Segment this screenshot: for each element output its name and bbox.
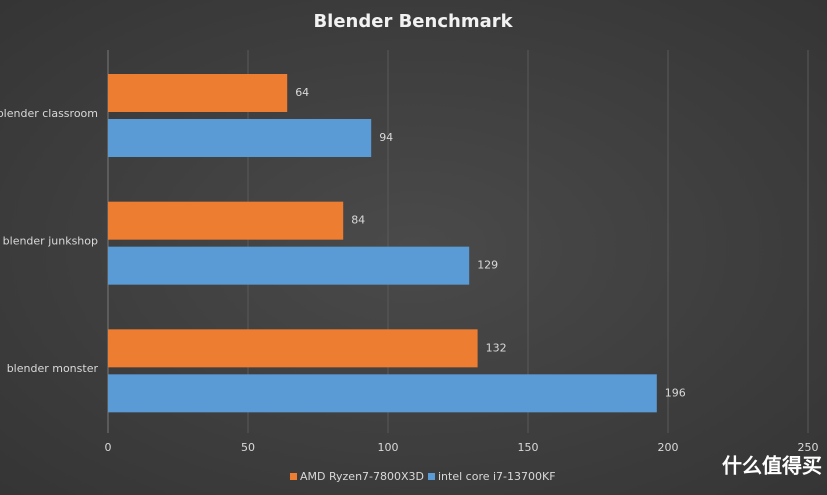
bar	[108, 374, 657, 413]
x-tick-label: 200	[658, 441, 679, 454]
bar	[108, 74, 288, 112]
bar	[108, 329, 478, 368]
x-tick-label: 50	[241, 441, 255, 454]
value-label: 132	[486, 341, 507, 354]
legend-swatch	[428, 473, 435, 480]
x-tick-label: 0	[105, 441, 112, 454]
bar	[108, 201, 344, 240]
watermark: 什么值得买	[722, 454, 822, 478]
y-tick-label: blender junkshop	[3, 235, 98, 248]
legend-label: intel core i7-13700KF	[438, 470, 556, 483]
legend-swatch	[290, 473, 297, 480]
chart-title: Blender Benchmark	[313, 11, 513, 32]
bar	[108, 246, 470, 285]
value-label: 64	[295, 86, 309, 99]
value-label: 196	[665, 386, 686, 399]
legend-label: AMD Ryzen7-7800X3D	[300, 470, 424, 483]
x-tick-label: 100	[378, 441, 399, 454]
value-label: 84	[351, 214, 365, 227]
value-label: 94	[379, 131, 393, 144]
y-tick-label: blender monster	[7, 362, 99, 375]
y-tick-label: blender classroom	[0, 107, 98, 120]
value-label: 129	[477, 259, 498, 272]
bar	[108, 119, 372, 157]
x-tick-label: 250	[798, 441, 819, 454]
x-tick-label: 150	[518, 441, 539, 454]
